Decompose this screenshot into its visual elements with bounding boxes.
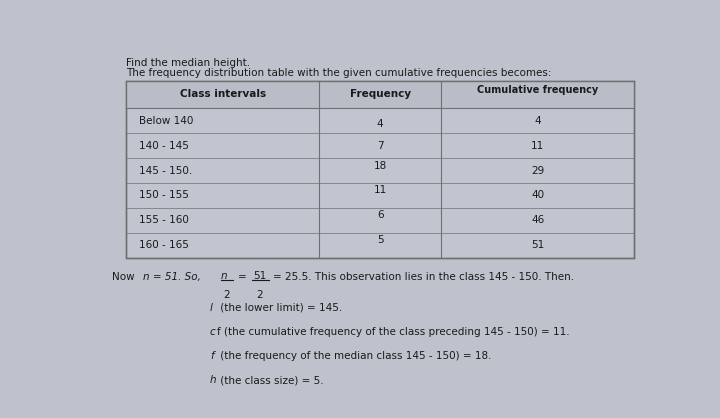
Text: 46: 46: [531, 215, 544, 225]
Text: 11: 11: [374, 186, 387, 196]
Text: Below 140: Below 140: [139, 116, 194, 126]
Text: 155 - 160: 155 - 160: [139, 215, 189, 225]
Text: 2: 2: [223, 290, 230, 300]
Text: f (the cumulative frequency of the class preceding 145 - 150) = 11.: f (the cumulative frequency of the class…: [217, 327, 570, 337]
Text: 4: 4: [377, 120, 384, 130]
Text: Cumulative frequency: Cumulative frequency: [477, 84, 598, 94]
Text: 40: 40: [531, 191, 544, 201]
Text: The frequency distribution table with the given cumulative frequencies becomes:: The frequency distribution table with th…: [126, 68, 552, 78]
Text: f: f: [210, 351, 214, 361]
Text: l: l: [210, 303, 213, 313]
Text: (the lower limit) = 145.: (the lower limit) = 145.: [217, 303, 342, 313]
Text: = 25.5. This observation lies in the class 145 - 150. Then.: = 25.5. This observation lies in the cla…: [273, 272, 574, 282]
Text: Frequency: Frequency: [350, 89, 410, 99]
Text: n: n: [221, 271, 228, 281]
Text: 2: 2: [256, 290, 263, 300]
Bar: [126, 81, 634, 108]
Text: 4: 4: [534, 116, 541, 126]
Text: n = 51. So,: n = 51. So,: [143, 272, 201, 282]
Text: 51: 51: [253, 271, 266, 281]
Text: 7: 7: [377, 140, 384, 150]
Text: Class intervals: Class intervals: [180, 89, 266, 99]
Text: 5: 5: [377, 235, 384, 245]
Text: 29: 29: [531, 166, 544, 176]
Text: 51: 51: [531, 240, 544, 250]
Text: =: =: [238, 272, 247, 282]
Text: c: c: [210, 327, 216, 337]
Text: h: h: [210, 375, 217, 385]
Text: (the class size) = 5.: (the class size) = 5.: [217, 375, 323, 385]
Text: 160 - 165: 160 - 165: [139, 240, 189, 250]
Text: 145 - 150.: 145 - 150.: [139, 166, 192, 176]
Text: Find the median height.: Find the median height.: [126, 58, 251, 68]
Text: 11: 11: [531, 140, 544, 150]
Text: 150 - 155: 150 - 155: [139, 191, 189, 201]
Text: 18: 18: [374, 161, 387, 171]
Text: 6: 6: [377, 210, 384, 220]
Text: Now: Now: [112, 272, 135, 282]
Text: (the frequency of the median class 145 - 150) = 18.: (the frequency of the median class 145 -…: [217, 351, 491, 361]
Text: 140 - 145: 140 - 145: [139, 140, 189, 150]
